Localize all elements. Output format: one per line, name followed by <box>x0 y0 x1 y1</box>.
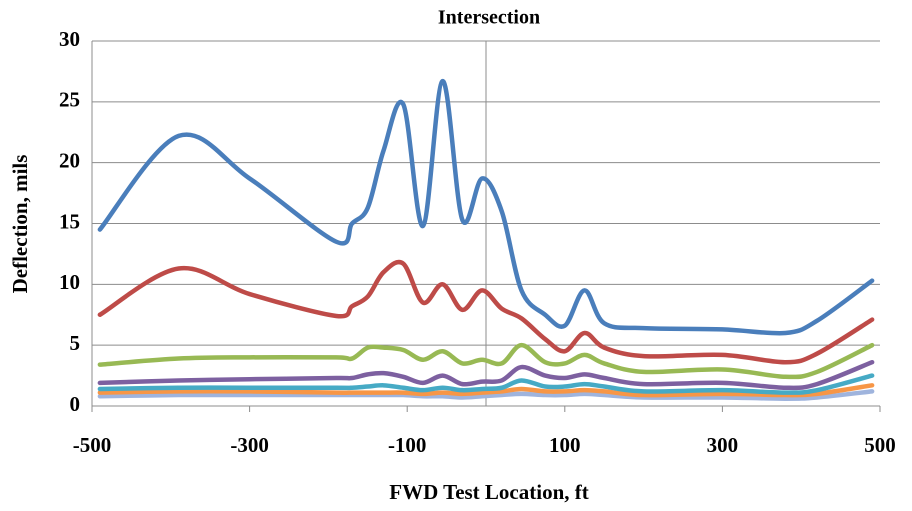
x-tick-label: 300 <box>707 433 739 457</box>
series-line <box>97 373 875 395</box>
series-line <box>97 342 875 380</box>
y-tick-label: 0 <box>70 392 81 416</box>
x-axis-label: FWD Test Location, ft <box>389 480 589 504</box>
series-line <box>97 389 875 401</box>
y-tick-label: 20 <box>59 148 80 172</box>
series-line <box>97 359 875 391</box>
y-tick-label: 5 <box>70 331 81 355</box>
y-tick-label: 30 <box>59 27 80 51</box>
x-tick-label: -300 <box>230 433 269 457</box>
x-tick-label: -500 <box>73 433 112 457</box>
x-tick-label: 500 <box>864 433 896 457</box>
series-line <box>97 78 875 336</box>
x-tick-label: -100 <box>388 433 427 457</box>
x-tick-label: 100 <box>549 433 581 457</box>
chart-title: Intersection <box>438 7 540 29</box>
y-axis-label: Deflection, mils <box>8 155 32 294</box>
y-tick-label: 15 <box>59 209 80 233</box>
series-line <box>97 259 875 365</box>
series-line <box>97 383 875 398</box>
y-tick-label: 10 <box>59 270 80 294</box>
y-tick-label: 25 <box>59 88 80 112</box>
